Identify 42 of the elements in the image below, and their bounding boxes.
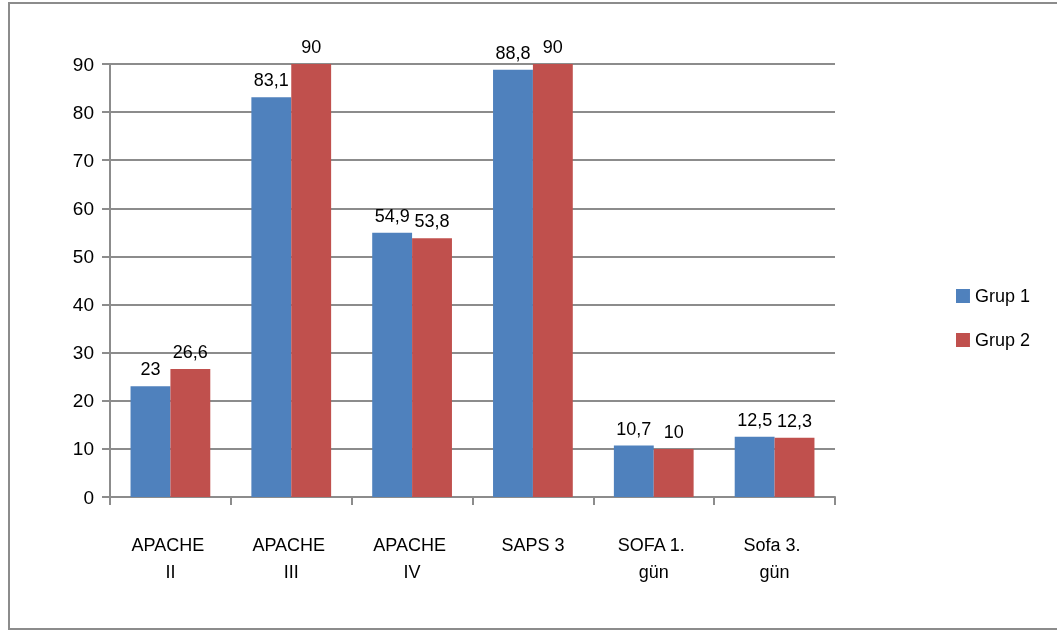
bar [493, 69, 533, 497]
data-label: 54,9 [374, 205, 410, 226]
data-label: 83,1 [253, 70, 289, 91]
y-tick-label: 20 [72, 390, 94, 412]
y-tick-label: 10 [72, 438, 94, 460]
data-label: 12,3 [777, 410, 813, 431]
bar [734, 436, 775, 497]
y-tick-label: 70 [72, 149, 94, 171]
y-tick-label: 30 [72, 342, 94, 364]
x-tick-label: Sofa 3. gün [743, 534, 806, 582]
data-label: 53,8 [414, 211, 450, 232]
x-tick-label: SAPS 3 [501, 534, 565, 555]
data-label: 88,8 [495, 42, 531, 63]
bar [653, 448, 694, 497]
y-tick-label: 90 [72, 53, 94, 75]
bar [532, 64, 573, 497]
y-tick-label: 80 [72, 101, 94, 123]
data-label: 10,7 [616, 418, 652, 439]
y-tick-label: 60 [72, 197, 94, 219]
data-label: 23 [140, 359, 161, 380]
data-label: 26,6 [172, 342, 208, 363]
bar [170, 369, 211, 497]
bar [412, 238, 452, 497]
data-label: 12,5 [737, 409, 773, 430]
x-tick-label: APACHE III [252, 534, 331, 582]
bar [613, 445, 654, 497]
bar [372, 232, 413, 497]
data-label: 90 [301, 37, 322, 57]
x-tick-label: APACHE II [131, 534, 210, 582]
bar [774, 437, 815, 497]
legend-label: Grup 1 [974, 286, 1030, 306]
y-tick-label: 50 [72, 245, 94, 267]
legend-label: Grup 2 [974, 330, 1030, 350]
bar [291, 64, 332, 497]
x-tick-label: APACHE IV [373, 534, 451, 582]
y-tick-label: 40 [72, 294, 94, 316]
data-label: 10 [663, 421, 684, 442]
y-tick-label: 0 [83, 486, 94, 508]
x-tick-label: SOFA 1. gün [617, 534, 690, 582]
bar [130, 386, 171, 497]
data-label: 90 [542, 37, 563, 57]
bar [251, 97, 292, 497]
